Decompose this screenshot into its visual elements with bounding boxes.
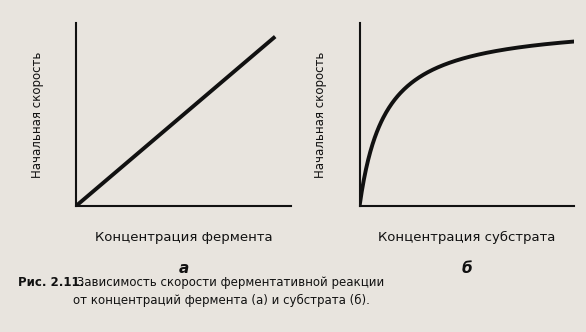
Text: Концентрация фермента: Концентрация фермента	[95, 231, 272, 244]
Text: б: б	[462, 261, 472, 276]
Text: Зависимость скорости ферментативной реакции
от концентраций фермента (а) и субст: Зависимость скорости ферментативной реак…	[73, 276, 384, 307]
Text: Рис. 2.11.: Рис. 2.11.	[18, 276, 84, 289]
Text: Концентрация субстрата: Концентрация субстрата	[378, 231, 556, 244]
Text: а: а	[178, 261, 189, 276]
Text: Начальная скорость: Начальная скорость	[31, 51, 44, 178]
Text: Начальная скорость: Начальная скорость	[315, 51, 328, 178]
